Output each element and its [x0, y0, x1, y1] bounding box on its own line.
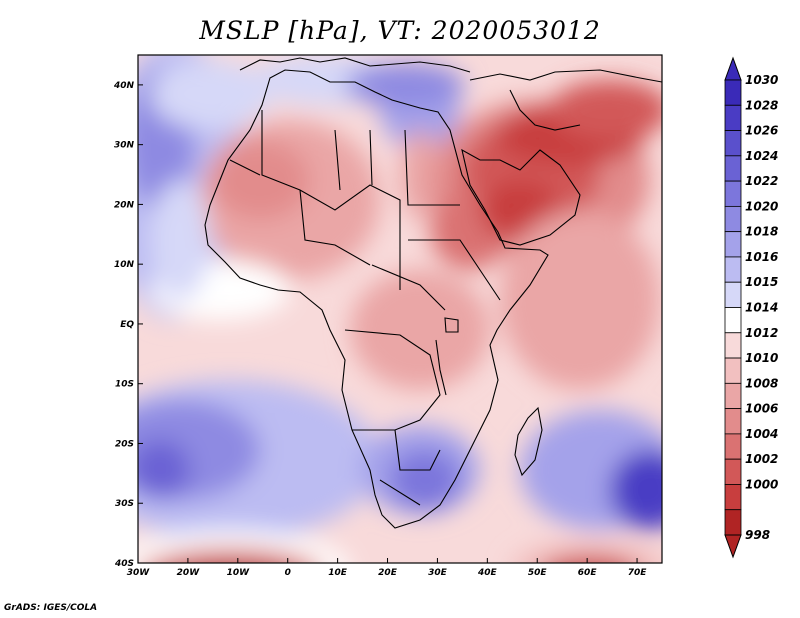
grads-credit: GrADS: IGES/COLA	[4, 603, 98, 613]
colorbar-swatch	[724, 357, 742, 384]
colorbar-swatch	[724, 256, 742, 283]
colorbar-label: 1006	[745, 402, 778, 416]
colorbar-swatch	[724, 104, 742, 131]
lon-tick-label: 30E	[428, 568, 448, 578]
lon-tick-label: 70E	[628, 568, 648, 578]
map-frame	[137, 54, 663, 564]
colorbar-label: 1008	[745, 376, 778, 390]
lon-tick-label: 50E	[528, 568, 548, 578]
lon-tick-label: 30W	[127, 568, 151, 578]
lon-tick-label: 0	[285, 568, 291, 578]
colorbar-swatch	[724, 484, 742, 511]
map-title: MSLP [hPa], VT: 2020053012	[199, 16, 601, 45]
colorbar-label: 1018	[745, 225, 778, 239]
colorbar-label: 1020	[745, 199, 778, 213]
lon-tick-label: 60E	[578, 568, 598, 578]
colorbar-swatch	[724, 307, 742, 334]
pressure-field	[138, 55, 662, 563]
colorbar-label: 998	[745, 528, 770, 542]
lon-tick-label: 10E	[328, 568, 348, 578]
colorbar-swatch	[724, 332, 742, 359]
colorbar-swatch	[724, 155, 742, 182]
lat-tick-label: 20N	[114, 200, 135, 210]
colorbar-swatch	[724, 433, 742, 460]
colorbar-swatch	[724, 408, 742, 435]
colorbar-label: 1030	[745, 73, 778, 87]
lon-tick-label: 20W	[177, 568, 201, 578]
colorbar-label: 1016	[745, 250, 778, 264]
lat-tick-label: 40S	[114, 559, 134, 569]
lon-tick-label: 10W	[227, 568, 251, 578]
colorbar-label: 1000	[745, 477, 778, 491]
colorbar-label: 1024	[745, 149, 778, 163]
colorbar-label: 1028	[745, 98, 778, 112]
lon-tick-label: 40E	[477, 568, 498, 578]
colorbar-label: 1002	[745, 452, 778, 466]
lat-tick-label: 10S	[115, 380, 134, 390]
colorbar-swatch	[724, 180, 742, 207]
colorbar-swatch	[724, 458, 742, 485]
lat-tick-label: 30N	[114, 141, 135, 151]
colorbar: 1030 1028 1026 1024 1022 1020 1018 1016 1015 1014…	[724, 56, 778, 559]
colorbar-swatch	[724, 509, 742, 536]
lat-tick-label: EQ	[120, 320, 134, 330]
colorbar-label: 1022	[745, 174, 778, 188]
coastlines	[204, 57, 662, 529]
colorbar-swatch	[724, 79, 742, 106]
colorbar-bottom-arrow	[724, 534, 742, 559]
lat-tick-label: 30S	[115, 499, 134, 509]
colorbar-label: 1026	[745, 124, 778, 138]
lat-tick-label: 10N	[114, 260, 135, 270]
colorbar-label: 1004	[745, 427, 778, 441]
colorbar-label: 1010	[745, 351, 778, 365]
colorbar-label: 1015	[745, 275, 778, 289]
colorbar-swatch	[724, 231, 742, 258]
colorbar-top-arrow	[724, 56, 742, 81]
lat-tick-label: 40N	[113, 81, 135, 91]
lat-tick-label: 20S	[115, 439, 134, 449]
colorbar-swatch	[724, 205, 742, 233]
colorbar-label: 1014	[745, 301, 778, 315]
colorbar-swatch	[724, 281, 742, 308]
colorbar-swatch	[724, 130, 742, 157]
lon-tick-label: 20E	[378, 568, 398, 578]
colorbar-label: 1012	[745, 326, 778, 340]
colorbar-swatch	[724, 382, 742, 410]
